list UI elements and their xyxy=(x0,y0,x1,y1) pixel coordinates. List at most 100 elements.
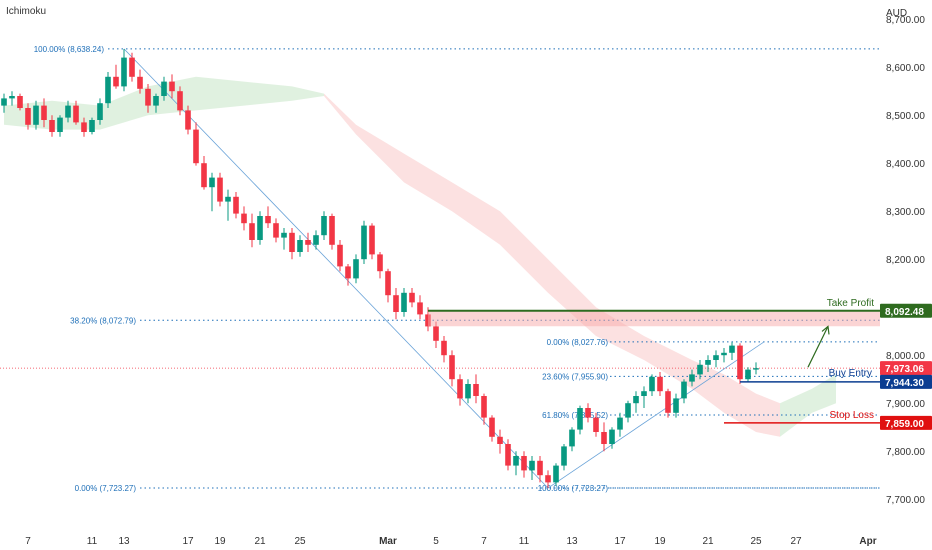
candle-body xyxy=(393,295,399,312)
candle-body xyxy=(657,376,663,392)
candle-body xyxy=(513,456,519,466)
candle-body xyxy=(377,254,383,272)
candle-body xyxy=(545,475,551,483)
currency-label: AUD xyxy=(886,8,907,19)
current-price-badge xyxy=(880,361,932,376)
time-tick-label: 5 xyxy=(433,536,439,547)
candle-body xyxy=(225,196,231,202)
candle-body xyxy=(625,403,631,418)
candle-body xyxy=(329,216,335,245)
candle-body xyxy=(297,240,303,252)
stop-loss-badge xyxy=(880,415,932,430)
candle-body xyxy=(537,460,543,476)
candle-body xyxy=(713,355,719,360)
ichimoku-cloud xyxy=(4,76,836,437)
candle-body xyxy=(681,381,687,399)
take-profit-badge xyxy=(880,303,932,318)
candle-body xyxy=(337,244,343,267)
candle-body xyxy=(433,326,439,341)
candle-body xyxy=(209,177,215,188)
candle-body xyxy=(257,216,263,240)
candle-body xyxy=(465,384,471,399)
candle-body xyxy=(177,91,183,111)
candles xyxy=(1,48,759,489)
stop-loss-label: Stop Loss xyxy=(830,410,874,421)
candle-body xyxy=(689,374,695,382)
candle-body xyxy=(81,122,87,132)
time-tick-label: 7 xyxy=(25,536,31,547)
trend-lines xyxy=(123,48,765,489)
candle-body xyxy=(729,345,735,353)
candle-body xyxy=(721,352,727,356)
candle-body xyxy=(161,81,167,96)
candle-body xyxy=(449,355,455,380)
candle-body xyxy=(9,96,15,99)
candle-body xyxy=(601,432,607,444)
time-tick-label: 11 xyxy=(87,536,98,547)
candle-body xyxy=(409,292,415,303)
time-tick-label: Apr xyxy=(859,536,876,547)
candle-body xyxy=(41,105,47,120)
candle-body xyxy=(305,240,311,245)
take-profit-badge-text: 8,092.48 xyxy=(885,307,924,318)
cloud-bull-region xyxy=(780,374,836,437)
stop-loss-badge-text: 7,859.00 xyxy=(885,419,924,430)
price-tick-label: 8,600.00 xyxy=(886,63,925,74)
candle-body xyxy=(1,98,7,106)
buy-entry-label: Buy Entry xyxy=(829,368,872,379)
candle-body xyxy=(521,456,527,471)
fib-level-label: 38.20% (8,072.79) xyxy=(70,316,136,325)
cloud-bull-region xyxy=(4,76,324,130)
candle-body xyxy=(561,446,567,466)
price-tick-label: 8,300.00 xyxy=(886,207,925,218)
candle-body xyxy=(593,417,599,432)
time-axis[interactable]: 7 11 13 17 19 21 25 Mar 5 7 11 13 17 19 21 25 27 Apr xyxy=(25,536,876,547)
target-arrow-head xyxy=(821,325,830,335)
candle-body xyxy=(369,225,375,255)
candle-body xyxy=(569,429,575,447)
price-tick-label: 8,400.00 xyxy=(886,159,925,170)
buy-entry-badge xyxy=(880,374,932,389)
price-tick-label: 8,200.00 xyxy=(886,255,925,266)
time-tick-label: 27 xyxy=(790,536,802,547)
candle-body xyxy=(57,117,63,132)
candle-body xyxy=(665,391,671,413)
trade-levels: Take Profit Buy Entry Stop Loss xyxy=(428,298,880,424)
candle-body xyxy=(33,105,39,125)
candle-body xyxy=(105,76,111,104)
candle-body xyxy=(753,368,759,370)
candle-body xyxy=(417,302,423,315)
candle-body xyxy=(249,223,255,240)
candle-body xyxy=(577,408,583,430)
time-tick-label: 21 xyxy=(702,536,714,547)
price-axis[interactable]: 8,700.00 8,600.00 8,500.00 8,400.00 8,300.00… xyxy=(880,0,932,550)
candle-body xyxy=(25,108,31,125)
candle-body xyxy=(49,120,55,132)
candle-body xyxy=(289,232,295,252)
candle-body xyxy=(609,429,615,444)
time-tick-label: 21 xyxy=(254,536,266,547)
candle-body xyxy=(129,57,135,77)
candle-body xyxy=(345,266,351,279)
candle-body xyxy=(673,398,679,413)
candle-body xyxy=(281,232,287,238)
candle-body xyxy=(617,417,623,430)
time-tick-label: 13 xyxy=(118,536,130,547)
candle-body xyxy=(441,340,447,356)
time-tick-label: 11 xyxy=(519,536,530,547)
candle-body xyxy=(89,120,95,132)
time-tick-label: 25 xyxy=(294,536,306,547)
candle-body xyxy=(385,271,391,296)
candle-body xyxy=(697,364,703,375)
time-tick-label: 13 xyxy=(566,536,578,547)
time-tick-label: 17 xyxy=(614,536,626,547)
fib-trend-line xyxy=(547,341,765,489)
candle-body xyxy=(401,292,407,312)
candle-body xyxy=(553,465,559,483)
indicator-label: Ichimoku xyxy=(6,6,46,17)
candle-body xyxy=(585,408,591,418)
candle-body xyxy=(153,96,159,106)
candle-body xyxy=(529,460,535,471)
candle-body xyxy=(505,444,511,466)
